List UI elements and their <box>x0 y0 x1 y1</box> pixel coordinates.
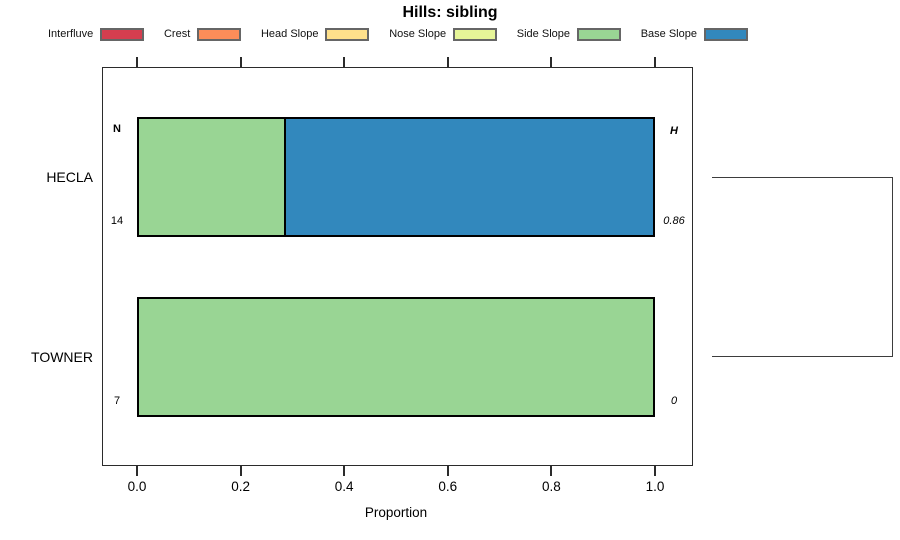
y-axis-label-towner: TOWNER <box>31 349 93 365</box>
legend-item: Side Slope <box>516 27 621 41</box>
x-axis-tick <box>446 466 449 476</box>
x-axis-title: Proportion <box>364 505 428 520</box>
chart-title: Hills: sibling <box>402 4 498 21</box>
legend-item-label: Base Slope <box>640 28 697 40</box>
legend-item-label: Crest <box>163 28 191 40</box>
stacked-bar-towner <box>137 297 655 417</box>
legend-item: Crest <box>163 27 242 41</box>
count-column-header: N <box>113 123 121 135</box>
bar-index-value: 0 <box>670 395 678 407</box>
bar-segment-side-slope <box>139 119 286 235</box>
x-axis-tick <box>343 57 346 67</box>
bar-segment-side-slope <box>139 299 653 415</box>
legend-color-swatch <box>325 27 370 41</box>
y-axis-label-hecla: HECLA <box>46 169 93 185</box>
x-axis-tick-label: 0.6 <box>438 479 458 494</box>
x-axis-tick <box>654 466 656 476</box>
legend-item: Base Slope <box>640 27 748 41</box>
bar-index-value: 0.86 <box>663 215 685 227</box>
legend-color-swatch <box>453 27 498 41</box>
stacked-bar-hecla <box>137 117 655 237</box>
x-axis-tick <box>136 466 138 476</box>
legend: Interfluve Crest Head Slope Nose Slope Side … <box>48 25 748 43</box>
legend-item-label: Head Slope <box>260 28 319 40</box>
legend-item-label: Interfluve <box>48 28 94 40</box>
x-axis-tick-label: 0.4 <box>334 479 354 494</box>
x-axis-tick <box>136 57 138 67</box>
bar-segment-base-slope <box>286 119 653 235</box>
x-axis-tick <box>239 466 242 476</box>
x-axis-tick <box>446 57 449 67</box>
legend-color-swatch <box>197 27 242 41</box>
legend-item: Nose Slope <box>389 27 498 41</box>
x-axis-tick-label: 0.2 <box>231 479 250 494</box>
legend-item-label: Side Slope <box>516 28 570 40</box>
x-axis-tick-label: 1.0 <box>645 479 665 494</box>
legend-color-swatch <box>100 27 145 41</box>
x-axis-tick-label: 0.8 <box>542 479 561 494</box>
x-axis-tick <box>550 57 553 67</box>
x-axis-tick-label: 0.0 <box>127 479 147 494</box>
legend-item-label: Nose Slope <box>389 28 447 40</box>
x-axis-tick <box>343 466 346 476</box>
x-axis-tick <box>654 57 656 67</box>
sibling-bracket <box>712 177 893 357</box>
index-column-header: H <box>670 125 678 137</box>
x-axis-tick <box>550 466 553 476</box>
bar-count-value: 7 <box>113 395 121 407</box>
legend-color-swatch <box>703 27 748 41</box>
legend-item: Head Slope <box>260 27 370 41</box>
bar-count-value: 14 <box>110 215 124 227</box>
legend-item: Interfluve <box>48 27 145 41</box>
x-axis-tick <box>239 57 242 67</box>
legend-color-swatch <box>577 27 621 41</box>
